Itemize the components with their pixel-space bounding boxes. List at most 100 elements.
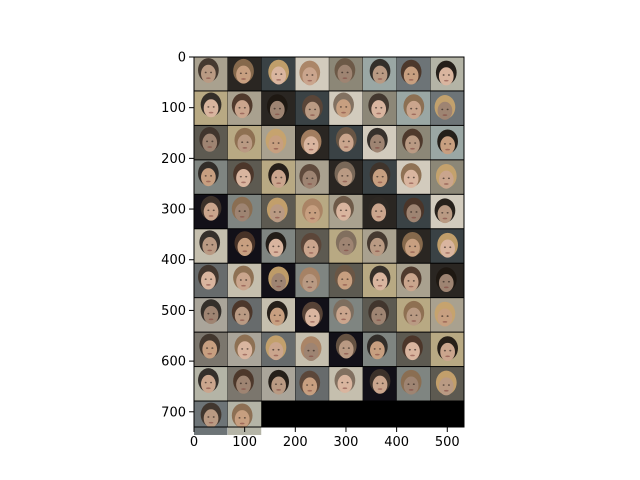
mouth	[206, 387, 211, 390]
face-shape	[305, 205, 320, 224]
mouth	[208, 111, 214, 114]
mouth	[376, 112, 382, 115]
face-shape	[268, 135, 284, 154]
mouth	[442, 114, 448, 116]
face-tile	[430, 229, 464, 263]
face-tile	[261, 160, 296, 194]
eye-left	[308, 108, 311, 111]
face-tile	[194, 91, 228, 125]
eye-left	[307, 246, 310, 249]
eye-right	[243, 210, 246, 212]
mouth	[410, 251, 415, 253]
eye-left	[341, 71, 344, 74]
mouth	[445, 148, 450, 151]
face-tile	[194, 229, 228, 263]
eye-right	[379, 348, 382, 350]
mouth	[375, 147, 380, 149]
eye-left	[441, 211, 444, 214]
eye-right	[278, 107, 281, 110]
eye-right	[280, 383, 283, 386]
mouth	[276, 182, 281, 185]
face-shape	[271, 376, 287, 395]
eye-left	[443, 143, 446, 145]
face-shape	[438, 170, 454, 189]
face-tile	[329, 57, 363, 91]
face-tile	[194, 298, 228, 332]
eye-left	[442, 74, 445, 76]
face-tile	[430, 332, 464, 367]
eye-right	[314, 315, 317, 317]
eye-left	[204, 71, 207, 74]
mouth	[273, 147, 279, 150]
face-tile	[194, 57, 228, 91]
eye-left	[408, 245, 411, 248]
eye-left	[274, 383, 277, 386]
eye-left	[204, 381, 207, 384]
eye-left	[342, 347, 345, 349]
face-shape	[271, 66, 287, 85]
face-tile	[430, 298, 464, 332]
eye-left	[238, 210, 241, 212]
face-shape	[438, 274, 454, 293]
eye-left	[273, 107, 276, 110]
face-shape	[268, 238, 284, 257]
eye-left	[339, 209, 342, 212]
eye-right	[412, 383, 415, 386]
eye-right	[210, 381, 213, 384]
face-tile	[329, 332, 363, 367]
eye-left	[272, 348, 275, 351]
mouth	[241, 78, 246, 80]
face-shape	[234, 410, 250, 429]
face-tile	[430, 367, 464, 401]
eye-left	[339, 312, 342, 315]
eye-right	[380, 210, 383, 212]
face-tile	[362, 194, 397, 229]
eye-right	[381, 72, 384, 75]
eye-left	[373, 348, 376, 350]
face-shape	[405, 238, 420, 257]
eye-right	[314, 211, 317, 214]
eye-right	[277, 348, 280, 351]
eye-right	[210, 71, 213, 74]
mouth	[207, 352, 213, 355]
eye-right	[447, 177, 450, 180]
eye-left	[206, 347, 209, 349]
eye-left	[273, 314, 276, 317]
face-shape	[437, 308, 453, 327]
face-tile	[329, 229, 363, 263]
mouth	[342, 77, 348, 80]
mouth	[410, 147, 415, 150]
eye-left	[207, 416, 210, 418]
face-tile	[396, 229, 431, 263]
mouth	[307, 389, 313, 392]
eye-right	[243, 416, 246, 419]
eye-right	[311, 384, 314, 386]
face-tile	[396, 91, 431, 125]
eye-left	[375, 313, 378, 316]
face-tile	[396, 263, 431, 298]
eye-left	[342, 243, 345, 246]
eye-right	[280, 176, 283, 179]
face-shape	[201, 374, 216, 393]
face-tile	[227, 194, 262, 229]
face-tile	[295, 125, 329, 160]
eye-right	[311, 74, 314, 76]
eye-right	[415, 107, 418, 110]
x-tick-label: 500	[435, 435, 460, 450]
eye-right	[280, 73, 283, 75]
mouth	[307, 183, 313, 185]
eye-left	[341, 278, 344, 281]
y-tick-label: 100	[161, 101, 186, 116]
face-tile	[295, 194, 329, 229]
eye-left	[376, 72, 379, 75]
mouth	[442, 217, 448, 220]
face-shape	[271, 169, 287, 188]
face-tile	[430, 57, 464, 91]
eye-right	[447, 384, 450, 386]
face-tile	[261, 91, 296, 125]
eye-right	[381, 175, 384, 178]
face-tile	[261, 332, 296, 367]
eye-left	[273, 211, 276, 213]
face-tile	[329, 91, 363, 125]
face-shape	[405, 342, 420, 361]
